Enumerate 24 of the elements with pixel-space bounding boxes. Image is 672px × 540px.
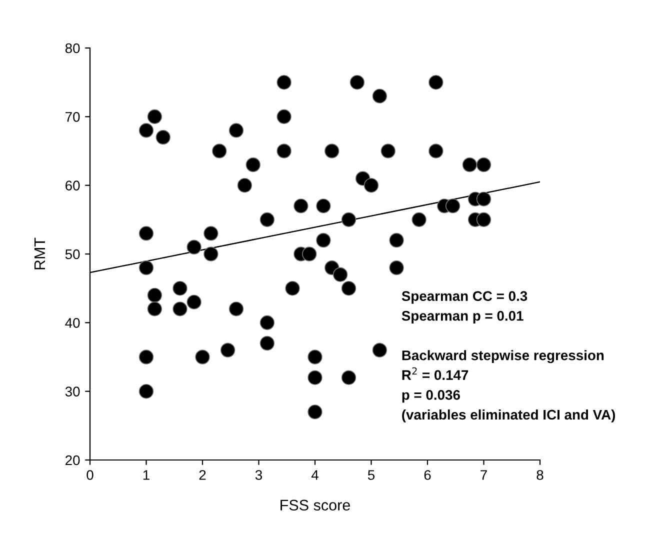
y-tick-label: 70	[66, 112, 80, 122]
y-tick-label: 50	[65, 249, 80, 260]
y-tick-label: 80	[65, 43, 80, 54]
x-axis-title: FSS score	[280, 500, 350, 511]
annotation: p = 0.036	[402, 390, 460, 403]
x-tick-label: 1	[143, 470, 150, 480]
x-tick-label: 5	[368, 470, 375, 480]
y-tick-label: 60	[66, 180, 80, 191]
x-tick-label: 7	[480, 470, 487, 480]
annotation: (variables eliminated ICI and VA)	[402, 409, 616, 422]
y-tick-label: 40	[65, 318, 80, 328]
annotation: Backward stepwise regression	[402, 350, 604, 364]
x-tick-label: 8	[536, 470, 544, 480]
y-axis-title: RMT	[34, 238, 45, 270]
x-tick-label: 0	[86, 470, 94, 480]
x-tick-label: 2	[199, 470, 206, 480]
annotation: R$^{2}$ = 0.147	[402, 367, 468, 380]
x-tick-label: 4	[311, 470, 318, 480]
x-tick-label: 6	[424, 470, 431, 480]
annotation: Spearman p = 0.01	[402, 310, 524, 324]
y-tick-label: 30	[65, 386, 80, 397]
annotation: Spearman CC = 0.3	[402, 291, 528, 304]
y-tick-label: 20	[66, 455, 80, 466]
x-tick-label: 3	[255, 470, 262, 480]
